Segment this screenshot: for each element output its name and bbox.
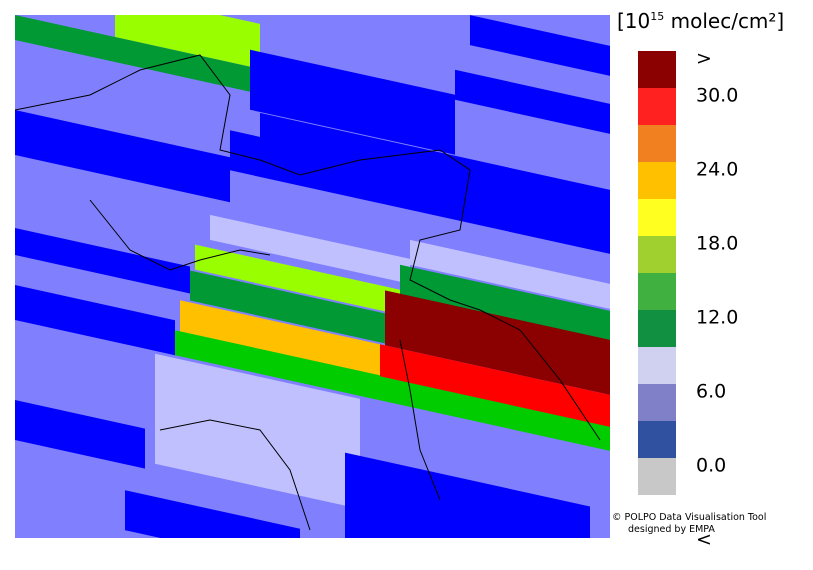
legend-label: > [696,48,712,70]
swath [195,244,400,315]
swatch [638,347,676,384]
swatch [638,310,676,347]
swath [380,344,610,427]
swath [385,290,610,395]
unit-label: [1015 molec/cm²] [617,9,784,33]
swath [15,400,145,469]
swatch [638,421,676,458]
swath [15,285,175,356]
swath [125,490,300,538]
swath [470,15,610,76]
swatch [638,199,676,236]
swath [15,110,230,203]
map [15,15,610,538]
swath [410,239,610,309]
swatch [638,162,676,199]
legend-label: 12.0 [696,307,738,329]
swath [400,264,610,341]
swath [345,452,590,538]
swath [260,112,610,250]
swath [190,270,395,346]
coastline [15,54,601,531]
swatch [638,88,676,125]
colorbar [638,51,676,495]
credit-line: © POLPO Data Visualisation Tool [612,512,766,523]
swatch [638,384,676,421]
swath [175,330,610,451]
credit-line: designed by EMPA [628,524,715,535]
swath [115,15,260,69]
swath [455,69,610,134]
swatch [638,458,676,495]
swath [15,15,250,92]
swath [15,228,190,294]
swatch [638,51,676,88]
legend-label: 18.0 [696,233,738,255]
swath [210,214,410,284]
swatch [638,125,676,162]
swatch [638,273,676,310]
legend-label: 24.0 [696,159,738,181]
swatch [638,236,676,273]
swath [250,49,455,155]
legend-label: 6.0 [696,381,726,403]
swath [180,300,385,382]
legend-label: 0.0 [696,455,726,477]
legend-label: 30.0 [696,85,738,107]
swath [155,353,360,509]
legend-label: < [696,529,712,551]
